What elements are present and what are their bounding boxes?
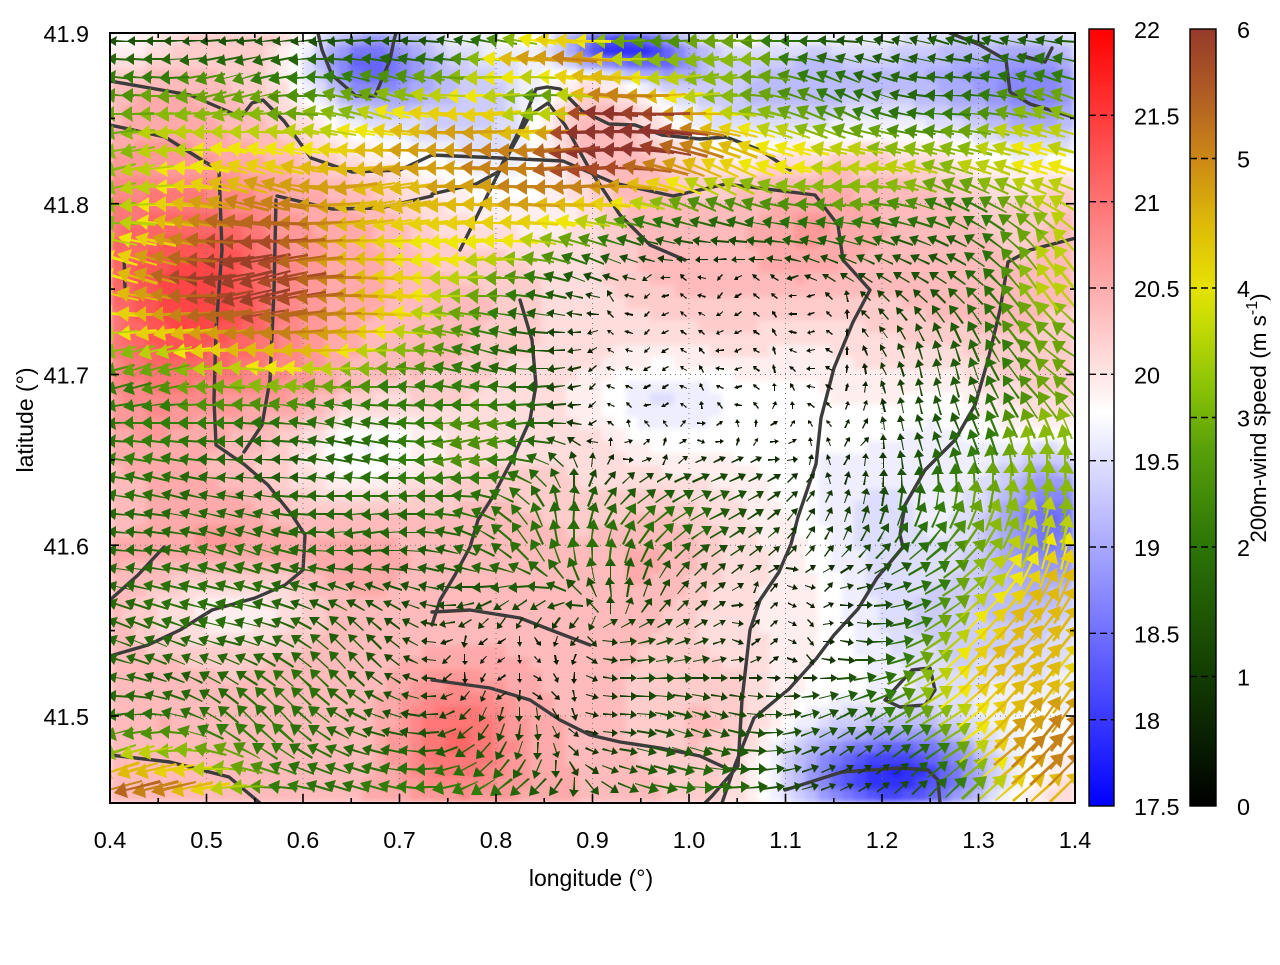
svg-text:0.9: 0.9 — [576, 827, 609, 853]
svg-text:200m-wind speed (m s-1): 200m-wind speed (m s-1) — [1244, 293, 1271, 542]
svg-text:41.8: 41.8 — [43, 192, 89, 218]
svg-text:1.3: 1.3 — [962, 827, 995, 853]
svg-text:2: 2 — [1237, 535, 1250, 561]
svg-text:19.5: 19.5 — [1134, 449, 1180, 475]
svg-text:6: 6 — [1237, 17, 1250, 43]
svg-text:longitude (°): longitude (°) — [529, 865, 653, 891]
svg-text:18: 18 — [1134, 708, 1160, 734]
svg-text:41.5: 41.5 — [43, 704, 89, 730]
svg-text:1.2: 1.2 — [866, 827, 899, 853]
svg-text:21: 21 — [1134, 190, 1160, 216]
svg-text:21.5: 21.5 — [1134, 104, 1180, 130]
svg-text:41.6: 41.6 — [43, 533, 89, 559]
svg-text:41.9: 41.9 — [43, 21, 89, 47]
svg-text:5: 5 — [1237, 147, 1250, 173]
svg-text:0.6: 0.6 — [287, 827, 320, 853]
svg-text:18.5: 18.5 — [1134, 622, 1180, 648]
svg-text:1.4: 1.4 — [1059, 827, 1092, 853]
svg-text:3: 3 — [1237, 406, 1250, 432]
svg-text:22: 22 — [1134, 17, 1160, 43]
svg-text:17.5: 17.5 — [1134, 794, 1180, 820]
svg-text:1: 1 — [1237, 665, 1250, 691]
svg-text:0.7: 0.7 — [383, 827, 416, 853]
svg-text:0.5: 0.5 — [190, 827, 223, 853]
svg-text:4: 4 — [1237, 276, 1250, 302]
svg-text:1.1: 1.1 — [769, 827, 802, 853]
svg-text:41.7: 41.7 — [43, 363, 89, 389]
svg-text:0.4: 0.4 — [94, 827, 127, 853]
svg-text:latitude (°): latitude (°) — [12, 367, 38, 472]
svg-text:19: 19 — [1134, 535, 1160, 561]
svg-text:0.8: 0.8 — [480, 827, 513, 853]
svg-text:0: 0 — [1237, 794, 1250, 820]
svg-text:1.0: 1.0 — [673, 827, 706, 853]
svg-text:20: 20 — [1134, 363, 1160, 389]
svg-text:20.5: 20.5 — [1134, 276, 1180, 302]
